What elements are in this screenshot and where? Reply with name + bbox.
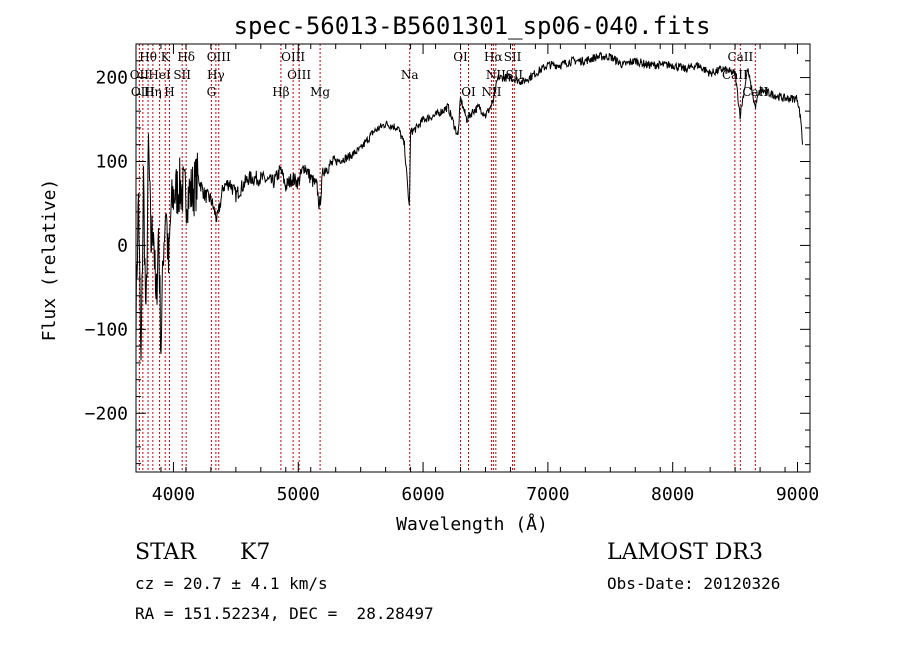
line-label: SII: [504, 50, 522, 64]
obs-date: Obs-Date: 20120326: [607, 574, 781, 593]
spectrum-line: [135, 51, 803, 361]
x-tick-label: 6000: [401, 484, 444, 505]
y-tick-label: −200: [85, 403, 128, 424]
line-label: NII: [481, 85, 501, 99]
x-axis-label: Wavelength (Å): [396, 513, 548, 535]
line-label: Hα: [484, 50, 503, 64]
x-tick-label: 9000: [776, 484, 819, 505]
line-label: Hη: [144, 85, 162, 99]
line-label: CaII: [727, 50, 753, 64]
x-tick-label: 8000: [651, 484, 694, 505]
line-label: Na: [401, 68, 419, 82]
y-tick-label: 200: [95, 68, 128, 89]
line-label: NII: [486, 68, 506, 82]
x-tick-label: 4000: [152, 484, 195, 505]
object-subclass: K7: [240, 540, 271, 565]
line-label: Hθ: [139, 50, 157, 64]
line-label: G: [207, 85, 217, 99]
redshift-text: cz = 20.7 ± 4.1 km/s: [135, 574, 328, 593]
line-label: Mg: [310, 85, 330, 99]
x-tick-label: 7000: [526, 484, 569, 505]
y-tick-label: 0: [117, 235, 128, 256]
line-label: Hδ: [177, 50, 195, 64]
line-label: CaII: [722, 68, 748, 82]
line-label: HeI: [148, 68, 171, 82]
line-label: H: [164, 85, 174, 99]
line-label: OIII: [131, 85, 155, 99]
line-label: OI: [453, 50, 468, 64]
line-label: SII: [505, 68, 523, 82]
plot-frame: [135, 43, 811, 473]
survey-name: LAMOST DR3: [607, 540, 763, 565]
x-tick-label: 5000: [277, 484, 320, 505]
line-label: Hγ: [207, 68, 225, 82]
object-class: STAR: [135, 540, 196, 565]
line-label: OII: [130, 68, 150, 82]
axes-layer: 4000 5000 6000 7000 8000 9000 −200 −100 0 100 200: [85, 43, 819, 505]
spectral-line-markers: [138, 44, 756, 472]
coordinates: RA = 151.52234, DEC = 28.28497: [135, 604, 434, 623]
line-label: Hβ: [272, 85, 289, 99]
line-label: CaII: [742, 85, 768, 99]
line-label: K: [161, 50, 171, 64]
line-label: OIII: [281, 50, 305, 64]
y-axis-label: Flux (relative): [39, 179, 60, 342]
y-tick-label: 100: [95, 151, 128, 172]
chart-title: spec-56013-B5601301_sp06-040.fits: [234, 12, 711, 40]
line-label: OI: [461, 85, 476, 99]
y-tick-label: −100: [85, 319, 128, 340]
series-layer: [135, 51, 803, 361]
line-label: SII: [173, 68, 191, 82]
line-label: OIII: [287, 68, 311, 82]
line-label: OIII: [207, 50, 231, 64]
